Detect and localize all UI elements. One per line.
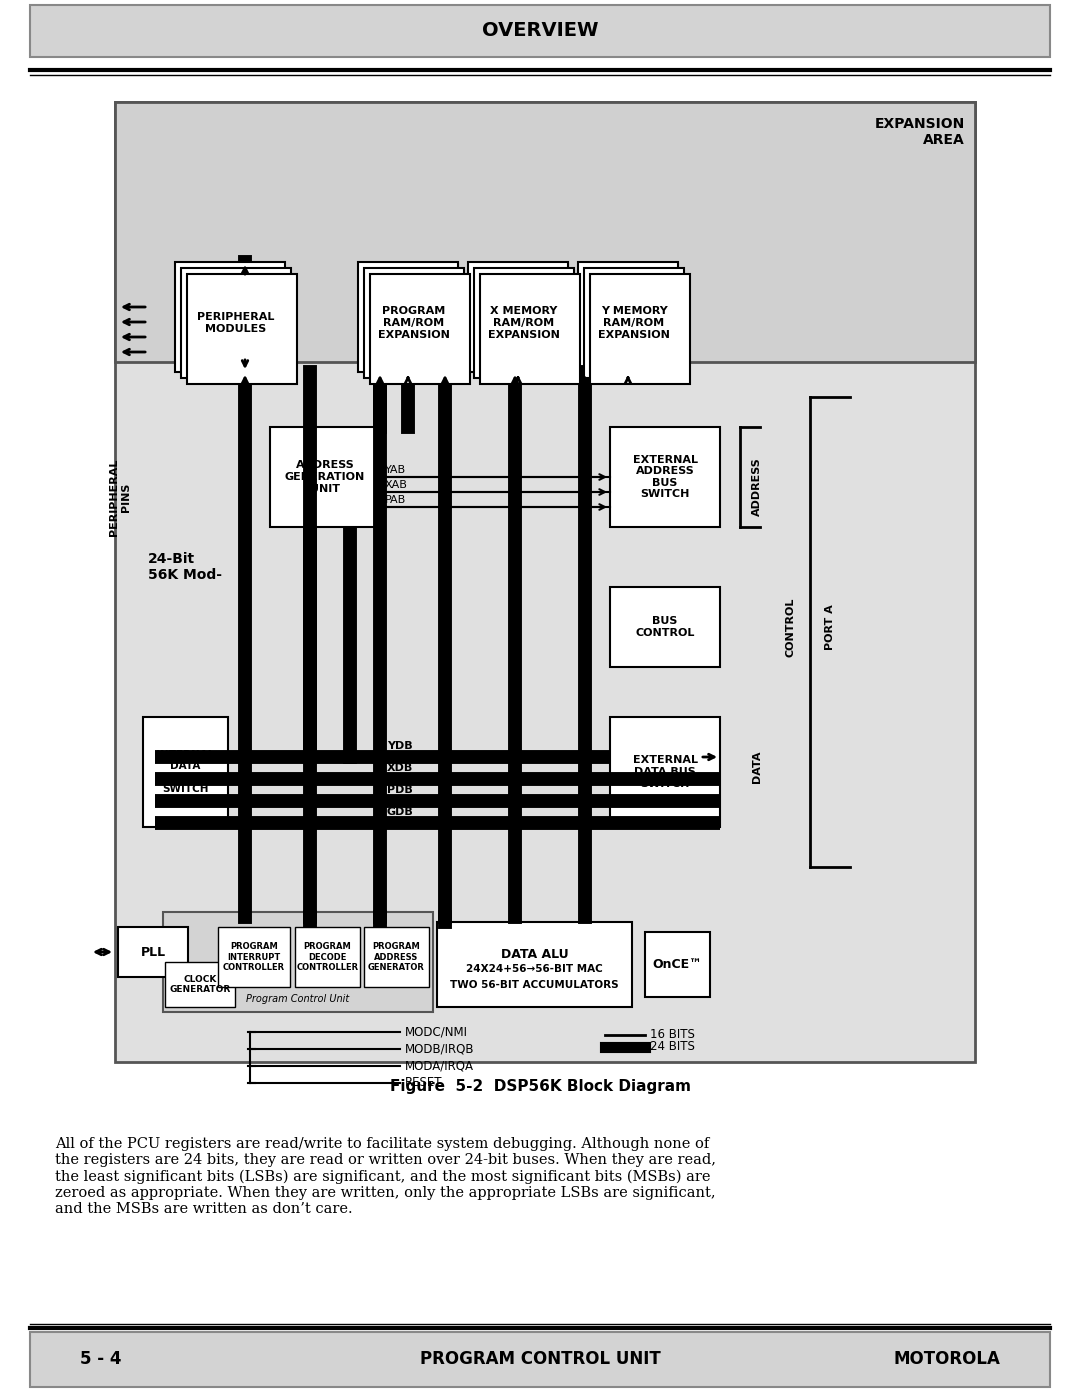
Text: 24X24+56→56-BIT MAC: 24X24+56→56-BIT MAC bbox=[467, 964, 603, 975]
Text: OVERVIEW: OVERVIEW bbox=[482, 21, 598, 41]
Text: GDB: GDB bbox=[387, 807, 414, 817]
Text: OnCE™: OnCE™ bbox=[652, 958, 702, 971]
Text: PROGRAM
INTERRUPT
CONTROLLER: PROGRAM INTERRUPT CONTROLLER bbox=[222, 942, 285, 972]
Text: CLOCK
GENERATOR: CLOCK GENERATOR bbox=[170, 975, 231, 995]
Bar bbox=[163, 912, 433, 1011]
Bar bbox=[114, 102, 975, 362]
Bar bbox=[474, 268, 573, 379]
Bar bbox=[364, 928, 429, 988]
Bar bbox=[610, 427, 720, 527]
Text: PAB: PAB bbox=[384, 495, 406, 504]
Bar bbox=[610, 717, 720, 827]
Text: X MEMORY
RAM/ROM
EXPANSION: X MEMORY RAM/ROM EXPANSION bbox=[488, 306, 559, 339]
Text: RESET: RESET bbox=[405, 1077, 443, 1090]
Bar bbox=[114, 102, 975, 1062]
Text: Program Control Unit: Program Control Unit bbox=[246, 995, 350, 1004]
Text: TWO 56-BIT ACCUMULATORS: TWO 56-BIT ACCUMULATORS bbox=[450, 979, 619, 989]
Bar bbox=[295, 928, 360, 988]
Text: ADDRESS
GENERATION
UNIT: ADDRESS GENERATION UNIT bbox=[285, 461, 365, 493]
Text: ADDRESS: ADDRESS bbox=[752, 458, 762, 517]
Bar bbox=[584, 268, 684, 379]
Text: MOTOROLA: MOTOROLA bbox=[893, 1351, 1000, 1369]
Text: EXTERNAL
ADDRESS
BUS
SWITCH: EXTERNAL ADDRESS BUS SWITCH bbox=[633, 454, 698, 499]
Bar bbox=[181, 268, 291, 379]
Text: 16 BITS: 16 BITS bbox=[650, 1028, 694, 1042]
Bar bbox=[364, 268, 464, 379]
Text: MODA/IRQA: MODA/IRQA bbox=[405, 1059, 474, 1073]
Bar bbox=[270, 427, 380, 527]
Text: XDB: XDB bbox=[387, 763, 414, 773]
Bar bbox=[30, 1331, 1050, 1387]
Text: XAB: XAB bbox=[384, 481, 408, 490]
Text: CONTROL: CONTROL bbox=[785, 598, 795, 657]
Text: PDB: PDB bbox=[387, 785, 413, 795]
Bar bbox=[218, 928, 291, 988]
Text: Figure  5-2  DSP56K Block Diagram: Figure 5-2 DSP56K Block Diagram bbox=[390, 1080, 690, 1094]
Bar bbox=[187, 274, 297, 384]
Text: MODC/NMI: MODC/NMI bbox=[405, 1025, 468, 1038]
Bar bbox=[610, 587, 720, 666]
Bar bbox=[357, 263, 458, 372]
Text: EXPANSION
AREA: EXPANSION AREA bbox=[875, 117, 966, 147]
Text: DATA: DATA bbox=[752, 750, 762, 784]
Bar bbox=[165, 963, 235, 1007]
Text: PROGRAM
RAM/ROM
EXPANSION: PROGRAM RAM/ROM EXPANSION bbox=[378, 306, 450, 339]
Text: All of the PCU registers are read/write to facilitate system debugging. Although: All of the PCU registers are read/write … bbox=[55, 1137, 716, 1217]
Text: EXTERNAL
DATA BUS
SWITCH: EXTERNAL DATA BUS SWITCH bbox=[633, 756, 698, 788]
Text: YDB: YDB bbox=[388, 740, 413, 752]
Text: INTERNAL
DATA
BUS
SWITCH: INTERNAL DATA BUS SWITCH bbox=[157, 750, 215, 795]
Text: Y MEMORY
RAM/ROM
EXPANSION: Y MEMORY RAM/ROM EXPANSION bbox=[598, 306, 670, 339]
Text: BUS
CONTROL: BUS CONTROL bbox=[635, 616, 694, 638]
Text: 24-Bit
56K Mod-: 24-Bit 56K Mod- bbox=[148, 552, 222, 583]
Bar bbox=[370, 274, 470, 384]
Text: DATA ALU: DATA ALU bbox=[501, 949, 568, 961]
Text: 5 - 4: 5 - 4 bbox=[80, 1351, 121, 1369]
Text: 24 BITS: 24 BITS bbox=[650, 1041, 694, 1053]
Text: YAB: YAB bbox=[384, 465, 406, 475]
Text: PROGRAM
ADDRESS
GENERATOR: PROGRAM ADDRESS GENERATOR bbox=[368, 942, 424, 972]
Text: PERIPHERAL
MODULES: PERIPHERAL MODULES bbox=[198, 312, 274, 334]
Text: MODB/IRQB: MODB/IRQB bbox=[405, 1042, 474, 1056]
Bar bbox=[118, 928, 188, 977]
Bar bbox=[437, 922, 632, 1007]
Text: PROGRAM
DECODE
CONTROLLER: PROGRAM DECODE CONTROLLER bbox=[296, 942, 359, 972]
Bar bbox=[590, 274, 690, 384]
Bar bbox=[175, 263, 285, 372]
Bar bbox=[143, 717, 228, 827]
Text: PLL: PLL bbox=[140, 946, 165, 958]
Text: PROGRAM CONTROL UNIT: PROGRAM CONTROL UNIT bbox=[420, 1351, 660, 1369]
Bar bbox=[468, 263, 568, 372]
Bar bbox=[30, 6, 1050, 57]
Bar bbox=[578, 263, 678, 372]
Bar bbox=[645, 932, 710, 997]
Bar bbox=[480, 274, 580, 384]
Text: PORT A: PORT A bbox=[825, 604, 835, 650]
Text: PERIPHERAL
PINS: PERIPHERAL PINS bbox=[109, 458, 131, 535]
